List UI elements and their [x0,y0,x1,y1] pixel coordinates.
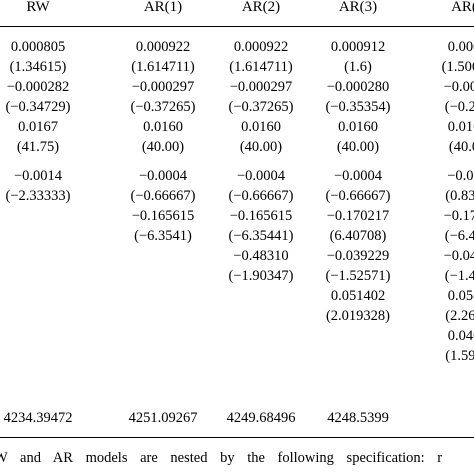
log-likelihood-cell: 4234.39472 [3,410,73,426]
table-cell: −0.165615 [229,208,293,224]
table-cell: 0.051402 [330,288,386,304]
table-cell: 0.040 [447,328,474,344]
table-cell: −0.000297 [131,79,195,95]
table-cell: −0.0004 [333,168,383,184]
table-cell: −0.170217 [326,208,390,224]
table-cell: −0.0004 [138,168,188,184]
table-cell: −0.046 [443,248,474,264]
table-cell: (−1.52571) [325,268,391,284]
table-cell: (1.593 [445,348,474,364]
log-likelihood-cell: 4248.5399 [327,410,389,426]
table-cell: −0.000282 [6,79,70,95]
table-cell: (40.00) [239,139,283,155]
table-cell: (−0.66667) [228,188,294,204]
table-cell: 0.000922 [233,39,289,55]
bottom-rule [0,437,474,438]
column-header: AR(2) [241,0,281,15]
table-cell: (2.019328) [325,308,391,324]
column-header: AR( [451,0,474,15]
table-cell: (41.75) [16,139,60,155]
table-cell: 0.0160 [241,119,281,135]
table-cell: (−0.37265) [228,99,294,115]
table-cell: 0.0160 [338,119,378,135]
table-cell: (−0.66667) [130,188,196,204]
table-cell: (−1.46 [444,268,474,284]
table-cell: (−6.35441) [228,228,294,244]
table-cell: −0.000 [443,79,474,95]
log-likelihood-cell [403,408,474,428]
table-cell: −0.000297 [229,79,293,95]
table-cell: (−0.66667) [325,188,391,204]
table-cell: (1.614711) [131,59,195,75]
column-header: AR(1) [143,0,183,15]
table-cell: −0.165615 [131,208,195,224]
table-cell: (−6.48 [444,228,474,244]
table-cell: (2.261 [445,308,474,324]
table-cell: (40.00) [336,139,380,155]
table-cell: (6.40708) [329,228,387,244]
table-cell: (1.5060 [441,59,474,75]
table-cell: −0.000280 [326,79,390,95]
table-cell: −0.039229 [326,248,390,264]
table-cell: (−1.90347) [228,268,294,284]
table-cell: 0.058 [447,288,474,304]
column-header: AR(3) [338,0,378,15]
header-rule [0,26,474,27]
table-cell: −0.0004 [236,168,286,184]
table-cell: (−2.33333) [5,188,71,204]
table-cell: −0.0014 [13,168,63,184]
log-likelihood-cell: 4249.68496 [226,410,296,426]
table-cell: 0.000922 [135,39,191,55]
table-cell: (1.34615) [9,59,67,75]
table-cell: (−0.37265) [130,99,196,115]
table-cell: (−0.35354) [325,99,391,115]
table-cell: (−0.29 [444,99,474,115]
table-cell: (1.614711) [229,59,293,75]
table-cell: −0.172 [443,208,474,224]
table-cell: (1.6) [344,59,372,75]
table-footnote: W and AR models are nested by the follow… [0,450,443,466]
log-likelihood-cell: 4251.09267 [128,410,198,426]
table-cell: 0.000912 [330,39,386,55]
table-cell: (0.833 [445,188,474,204]
table-cell: 0.000805 [10,39,66,55]
table-cell: (−6.3541) [134,228,192,244]
table-cell: 0.0160 [143,119,183,135]
table-cell: 0.000 [447,39,474,55]
table-cell: −0.00 [447,168,474,184]
column-header: RW [26,0,50,15]
table-cell: (−0.34729) [5,99,71,115]
table-cell: 0.016 [447,119,474,135]
table-cell: 0.0167 [18,119,58,135]
table-cell: (40.00) [141,139,185,155]
table-cell: (40.0 [448,139,474,155]
table-cell: −0.48310 [233,248,289,264]
